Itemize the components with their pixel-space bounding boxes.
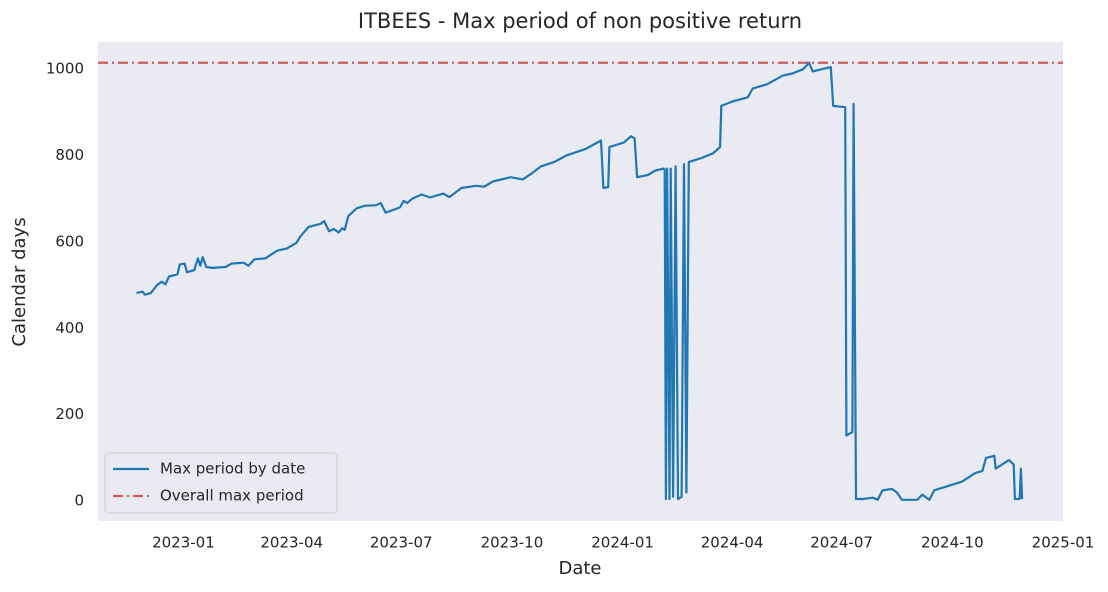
- data-line: [136, 61, 1024, 501]
- chart-title: ITBEES - Max period of non positive retu…: [358, 9, 802, 33]
- x-axis-label: Date: [558, 558, 601, 579]
- legend-label: Max period by date: [160, 460, 305, 478]
- y-tick-label: 200: [55, 405, 84, 423]
- x-tick-label: 2024-10: [921, 534, 984, 552]
- y-tick-label: 400: [55, 319, 84, 337]
- x-tick-label: 2023-01: [152, 534, 215, 552]
- plot-background: [98, 42, 1063, 521]
- x-tick-label: 2024-01: [591, 534, 654, 552]
- y-axis-label: Calendar days: [9, 217, 30, 346]
- x-tick-label: 2023-07: [370, 534, 433, 552]
- y-tick-label: 600: [55, 232, 84, 250]
- x-tick-label: 2024-07: [810, 534, 873, 552]
- y-tick-label: 1000: [46, 60, 84, 78]
- x-tick-label: 2023-10: [481, 534, 544, 552]
- legend-label: Overall max period: [160, 487, 304, 505]
- x-tick-label: 2025-01: [1032, 534, 1095, 552]
- y-tick-label: 0: [74, 492, 84, 510]
- x-tick-label: 2023-04: [260, 534, 323, 552]
- x-tick-label: 2024-04: [701, 534, 764, 552]
- y-tick-label: 800: [55, 146, 84, 164]
- legend-box: [104, 452, 338, 514]
